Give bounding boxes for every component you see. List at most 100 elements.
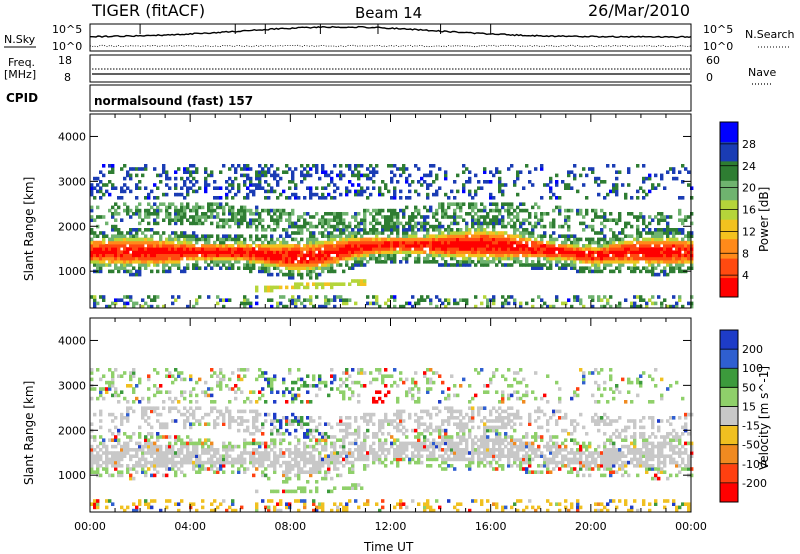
heatmap-cell xyxy=(153,250,157,254)
heatmap-cell xyxy=(153,298,157,302)
heatmap-cell xyxy=(468,212,472,216)
heatmap-cell xyxy=(501,231,505,235)
heatmap-cell xyxy=(498,180,502,184)
heatmap-cell xyxy=(276,247,280,251)
heatmap-cell xyxy=(117,231,121,235)
heatmap-cell xyxy=(258,256,262,261)
heatmap-cell xyxy=(105,448,109,452)
heatmap-cell xyxy=(582,269,586,274)
heatmap-cell xyxy=(183,247,187,251)
heatmap-cell xyxy=(90,247,94,251)
heatmap-cell xyxy=(483,295,487,299)
heatmap-cell xyxy=(318,221,322,226)
heatmap-cell xyxy=(144,301,148,306)
heatmap-cell xyxy=(546,256,550,261)
heatmap-cell xyxy=(306,237,310,242)
heatmap-cell xyxy=(303,212,307,216)
heatmap-cell xyxy=(297,467,301,471)
heatmap-cell xyxy=(534,244,538,248)
heatmap-cell xyxy=(546,304,550,309)
heatmap-cell xyxy=(288,390,292,394)
heatmap-cell xyxy=(462,240,466,245)
heatmap-cell xyxy=(339,295,343,299)
heatmap-cell xyxy=(258,464,262,468)
heatmap-cell xyxy=(357,231,361,235)
heatmap-cell xyxy=(186,170,190,174)
heatmap-cell xyxy=(114,244,118,248)
heatmap-cell xyxy=(165,237,169,242)
heatmap-cell xyxy=(663,231,667,235)
heatmap-cell xyxy=(195,457,199,462)
heatmap-cell xyxy=(282,451,286,455)
heatmap-cell xyxy=(216,215,220,219)
heatmap-cell xyxy=(117,256,121,261)
heatmap-cell xyxy=(114,460,118,465)
heatmap-cell xyxy=(504,208,508,213)
heatmap-cell xyxy=(189,390,193,394)
heatmap-cell xyxy=(372,231,376,235)
heatmap-cell xyxy=(288,253,292,258)
heatmap-cell xyxy=(345,164,349,168)
heatmap-cell xyxy=(156,387,160,391)
freq-unit-label: [MHz] xyxy=(4,68,36,81)
heatmap-cell xyxy=(558,212,562,216)
heatmap-cell xyxy=(306,390,310,394)
heatmap-cell xyxy=(297,244,301,248)
heatmap-cell xyxy=(174,247,178,251)
heatmap-cell xyxy=(168,448,172,452)
heatmap-cell xyxy=(228,247,232,251)
heatmap-cell xyxy=(225,406,229,410)
heatmap-cell xyxy=(429,234,433,238)
heatmap-cell xyxy=(291,295,295,299)
heatmap-cell xyxy=(375,260,379,264)
heatmap-cell xyxy=(210,205,214,210)
heatmap-cell xyxy=(174,451,178,455)
heatmap-cell xyxy=(264,189,268,194)
heatmap-cell xyxy=(612,186,616,190)
heatmap-cell xyxy=(570,266,574,270)
heatmap-cell xyxy=(342,224,346,229)
heatmap-cell xyxy=(354,263,358,267)
heatmap-cell xyxy=(294,435,298,439)
heatmap-cell xyxy=(540,212,544,216)
heatmap-cell xyxy=(465,263,469,267)
heatmap-cell xyxy=(441,250,445,254)
heatmap-cell xyxy=(216,451,220,455)
heatmap-cell xyxy=(168,460,172,465)
heatmap-cell xyxy=(339,237,343,242)
heatmap-cell xyxy=(432,215,436,219)
heatmap-cell xyxy=(108,247,112,251)
heatmap-cell xyxy=(342,451,346,455)
heatmap-cell xyxy=(396,218,400,222)
heatmap-cell xyxy=(186,234,190,238)
heatmap-cell xyxy=(471,237,475,242)
heatmap-cell xyxy=(180,393,184,398)
heatmap-cell xyxy=(681,164,685,168)
heatmap-cell xyxy=(153,231,157,235)
heatmap-cell xyxy=(261,170,265,174)
heatmap-cell xyxy=(126,384,130,388)
heatmap-cell xyxy=(204,438,208,442)
heatmap-cell xyxy=(618,247,622,251)
freq-right-tick-top: 60 xyxy=(706,54,720,67)
heatmap-cell xyxy=(165,448,169,452)
heatmap-cell xyxy=(351,454,355,458)
heatmap-cell xyxy=(288,247,292,251)
heatmap-cell xyxy=(168,266,172,270)
heatmap-cell xyxy=(258,247,262,251)
heatmap-cell xyxy=(126,247,130,251)
heatmap-cell xyxy=(513,228,517,232)
heatmap-cell xyxy=(237,250,241,254)
heatmap-cell xyxy=(576,247,580,251)
heatmap-cell xyxy=(90,368,94,372)
heatmap-cell xyxy=(204,253,208,258)
heatmap-cell xyxy=(312,460,316,465)
heatmap-cell xyxy=(429,170,433,174)
heatmap-cell xyxy=(300,260,304,264)
heatmap-cell xyxy=(657,244,661,248)
heatmap-cell xyxy=(645,240,649,245)
heatmap-cell xyxy=(252,425,256,430)
heatmap-cell xyxy=(639,250,643,254)
heatmap-cell xyxy=(474,253,478,258)
